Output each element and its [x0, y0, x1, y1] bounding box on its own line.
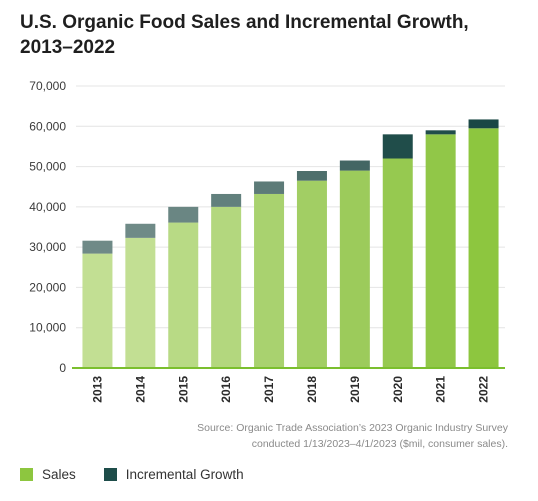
bars: [82, 119, 499, 368]
x-tick-label: 2019: [348, 376, 362, 403]
bar-incremental-growth-2017: [254, 181, 285, 194]
x-tick-label: 2016: [219, 376, 233, 403]
y-tick-label: 30,000: [29, 240, 66, 254]
bar-incremental-growth-2013: [82, 240, 113, 254]
bar-incremental-growth-2014: [125, 223, 156, 238]
bar-sales-2017: [254, 193, 285, 368]
chart-title: U.S. Organic Food Sales and Incremental …: [20, 10, 520, 60]
bar-incremental-growth-2022: [468, 119, 499, 129]
y-axis-tick-labels: 0 10,000 20,000 30,000 40,000 50,000 60,000 70,…: [29, 79, 66, 375]
chart-title-line1: U.S. Organic Food Sales and Incremental …: [20, 12, 469, 33]
x-axis-tick-labels: 2013 2014 2015 2016 2017 2018 2019 2020 2021 2022: [90, 376, 490, 403]
y-tick-label: 50,000: [29, 160, 66, 174]
x-tick-label: 2022: [477, 376, 491, 403]
bar-sales-2019: [339, 170, 370, 368]
bar-sales-2022: [468, 128, 499, 368]
bar-sales-2021: [425, 134, 456, 368]
x-tick-label: 2021: [434, 376, 448, 403]
bar-incremental-growth-2015: [168, 206, 199, 223]
legend-swatch-incremental-growth: [103, 468, 117, 481]
legend-label-sales: Sales: [42, 467, 76, 482]
y-tick-label: 0: [59, 361, 66, 375]
y-tick-label: 40,000: [29, 200, 66, 214]
bar-sales-2014: [125, 237, 156, 368]
bar-sales-2016: [211, 206, 242, 368]
y-tick-label: 10,000: [29, 321, 66, 335]
legend: Sales Incremental Growth: [20, 467, 272, 482]
legend-swatch-sales: [20, 468, 33, 481]
bar-sales-2015: [168, 222, 199, 368]
source-line2: conducted 1/13/2023–4/1/2023 ($mil, cons…: [251, 438, 508, 450]
y-tick-label: 60,000: [29, 119, 66, 133]
source-note: Source: Organic Trade Association’s 2023…: [48, 420, 508, 452]
bar-incremental-growth-2016: [211, 193, 242, 207]
bar-sales-2018: [296, 180, 327, 368]
legend-item-incremental-growth: Incremental Growth: [103, 467, 244, 482]
x-tick-label: 2015: [176, 376, 190, 403]
bar-incremental-growth-2020: [382, 134, 413, 159]
x-tick-label: 2020: [391, 376, 405, 403]
x-tick-label: 2018: [305, 376, 319, 403]
bar-incremental-growth-2021: [425, 130, 456, 135]
x-tick-label: 2017: [262, 376, 276, 403]
x-tick-label: 2013: [90, 376, 104, 403]
legend-label-incremental-growth: Incremental Growth: [125, 467, 244, 482]
bar-sales-2013: [82, 253, 113, 368]
source-line1: Source: Organic Trade Association’s 2023…: [197, 422, 508, 434]
bar-incremental-growth-2019: [339, 160, 370, 171]
bar-sales-2020: [382, 158, 413, 368]
legend-item-sales: Sales: [20, 467, 76, 482]
chart-title-line2: 2013–2022: [20, 37, 116, 58]
x-tick-label: 2014: [133, 376, 147, 403]
y-tick-label: 20,000: [29, 280, 66, 294]
y-tick-label: 70,000: [29, 79, 66, 93]
bar-chart: 0 10,000 20,000 30,000 40,000 50,000 60,000 70,…: [29, 79, 505, 403]
bar-incremental-growth-2018: [296, 171, 327, 181]
